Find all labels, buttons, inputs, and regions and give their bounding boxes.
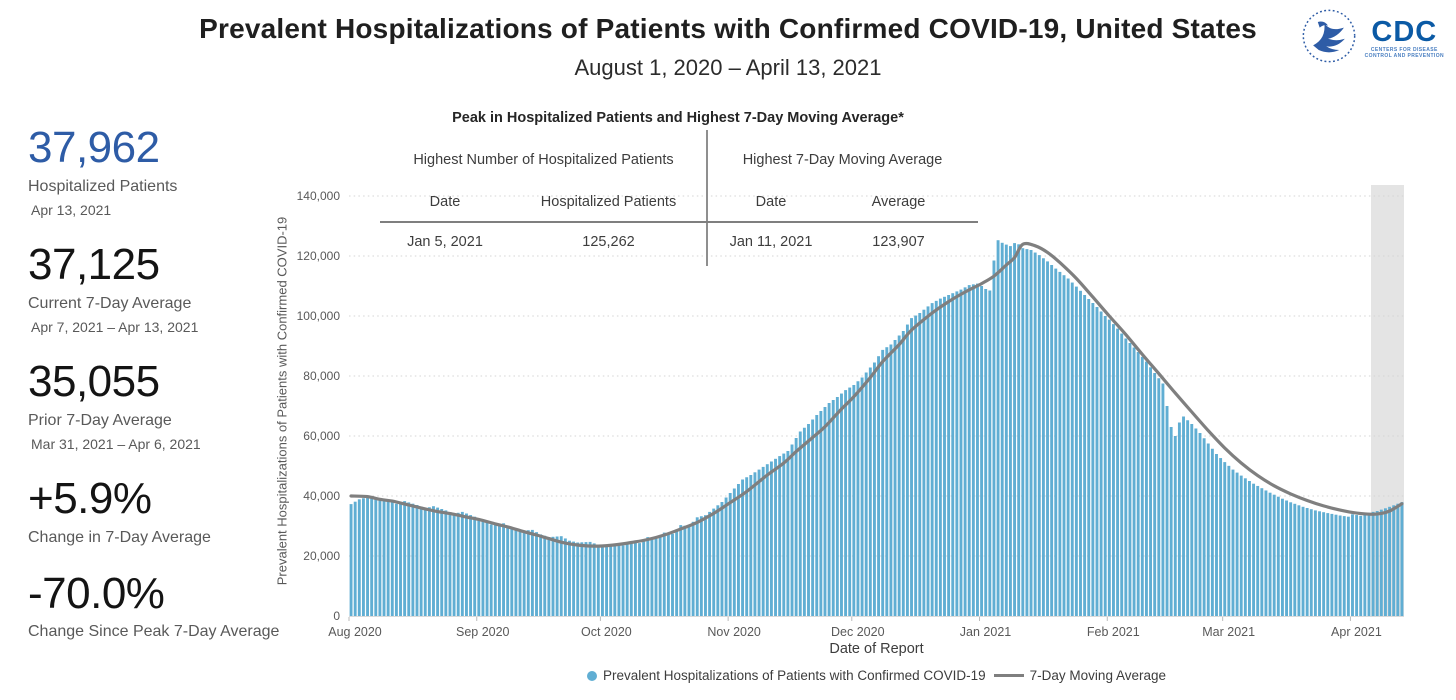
svg-text:80,000: 80,000 — [303, 369, 340, 383]
svg-text:Jan 2021: Jan 2021 — [960, 625, 1011, 639]
stat-date: Apr 7, 2021 – Apr 13, 2021 — [31, 318, 199, 335]
stat-value: 37,125 — [28, 239, 160, 289]
date-range-subtitle: August 1, 2020 – April 13, 2021 — [574, 55, 882, 80]
group-header: Highest Number of Hospitalized Patients — [413, 152, 674, 168]
stat-hospitalized-patients: 37,962 Hospitalized Patients Apr 13, 202… — [28, 123, 308, 218]
peak-avg-value-cell: 123,907 — [872, 234, 925, 250]
stat-value: +5.9% — [28, 473, 152, 523]
cdc-logo-caption-2: CONTROL AND PREVENTION — [1364, 53, 1444, 59]
svg-text:60,000: 60,000 — [303, 429, 340, 443]
legend-label: Prevalent Hospitalizations of Patients w… — [603, 668, 986, 683]
summary-stats-panel: 37,962 Hospitalized Patients Apr 13, 202… — [28, 123, 308, 666]
stat-date: Apr 13, 2021 — [31, 201, 112, 218]
chart-legend: Prevalent Hospitalizations of Patients w… — [349, 668, 1404, 683]
legend-label: 7-Day Moving Average — [1029, 668, 1166, 683]
peak-date-cell: Jan 5, 2021 — [407, 234, 483, 250]
svg-text:Feb 2021: Feb 2021 — [1087, 625, 1140, 639]
y-axis-title: Prevalent Hospitalizations of Patients w… — [274, 216, 290, 586]
column-header-average: Average — [871, 194, 926, 210]
legend-item-hospitalizations: Prevalent Hospitalizations of Patients w… — [587, 668, 986, 683]
svg-text:Mar 2021: Mar 2021 — [1202, 625, 1255, 639]
moving-average-series — [349, 241, 1404, 548]
stat-label: Hospitalized Patients — [28, 177, 178, 195]
peak-avg-date-cell: Jan 11, 2021 — [729, 234, 813, 250]
cdc-logo: CDC CENTERS FOR DISEASE CONTROL AND PREV… — [1365, 18, 1444, 59]
svg-text:Apr 2021: Apr 2021 — [1331, 625, 1382, 639]
group-header: Highest 7-Day Moving Average — [742, 152, 943, 168]
svg-text:20,000: 20,000 — [303, 549, 340, 563]
stat-current-7day-average: 37,125 Current 7-Day Average Apr 7, 2021… — [28, 239, 308, 335]
axes: 0 20,000 40,000 60,000 80,000 100,000 120,000 1… — [297, 189, 1404, 639]
svg-text:Sep 2020: Sep 2020 — [456, 625, 510, 639]
stat-value: -70.0% — [28, 568, 165, 618]
stat-change-since-peak: -70.0% Change Since Peak 7-Day Average — [28, 568, 308, 642]
table-row: Jan 5, 2021 125,262 — [380, 234, 707, 250]
stat-value: 35,055 — [28, 356, 160, 406]
stat-label: Prior 7-Day Average — [28, 411, 172, 429]
legend-item-moving-average: 7-Day Moving Average — [993, 668, 1166, 683]
stat-prior-7day-average: 35,055 Prior 7-Day Average Mar 31, 2021 … — [28, 356, 308, 452]
cdc-logo-caption-1: CENTERS FOR DISEASE — [1370, 47, 1438, 53]
peak-table-header-rule — [380, 221, 978, 223]
stat-label: Current 7-Day Average — [28, 294, 192, 312]
moving-average-legend-line-icon — [993, 674, 1024, 677]
cdc-logo-text: CDC — [1371, 16, 1438, 48]
svg-text:Dec 2020: Dec 2020 — [831, 625, 885, 639]
svg-text:0: 0 — [333, 609, 340, 623]
stat-label: Change Since Peak 7-Day Average — [28, 623, 280, 641]
stat-value: 37,962 — [28, 123, 160, 172]
svg-text:120,000: 120,000 — [297, 249, 341, 263]
column-header-hospitalized-patients: Hospitalized Patients — [540, 194, 677, 210]
page-title: Prevalent Hospitalizations of Patients w… — [199, 13, 1257, 44]
hhs-logo-icon — [1301, 8, 1357, 69]
svg-text:140,000: 140,000 — [297, 189, 341, 203]
svg-text:40,000: 40,000 — [303, 489, 340, 503]
stat-change-7day-average: +5.9% Change in 7-Day Average — [28, 473, 308, 547]
stat-label: Change in 7-Day Average — [28, 528, 211, 546]
svg-text:100,000: 100,000 — [297, 309, 341, 323]
svg-text:Oct 2020: Oct 2020 — [581, 625, 632, 639]
stat-date: Mar 31, 2021 – Apr 6, 2021 — [31, 435, 201, 452]
svg-text:Aug 2020: Aug 2020 — [328, 625, 382, 639]
column-header-date: Date — [429, 194, 461, 210]
agency-logos: CDC CENTERS FOR DISEASE CONTROL AND PREV… — [1301, 8, 1444, 69]
table-row: Jan 11, 2021 123,907 — [715, 234, 970, 250]
column-header-date: Date — [755, 194, 787, 210]
peak-table-title: Peak in Hospitalized Patients and Highes… — [452, 110, 904, 126]
x-axis-title: Date of Report — [829, 641, 924, 657]
bars-series — [349, 240, 1404, 617]
peak-table-divider — [706, 130, 708, 266]
peak-value-cell: 125,262 — [582, 234, 635, 250]
hospitalizations-legend-dot-icon — [587, 670, 597, 681]
svg-text:Nov 2020: Nov 2020 — [707, 625, 761, 639]
